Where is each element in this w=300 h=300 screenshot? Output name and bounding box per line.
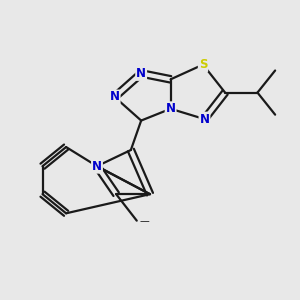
Text: N: N: [166, 102, 176, 115]
Text: N: N: [136, 67, 146, 80]
Text: N: N: [92, 160, 102, 173]
Text: S: S: [199, 58, 207, 71]
Text: N: N: [110, 91, 120, 103]
Text: —: —: [139, 216, 149, 226]
Text: N: N: [200, 112, 209, 126]
